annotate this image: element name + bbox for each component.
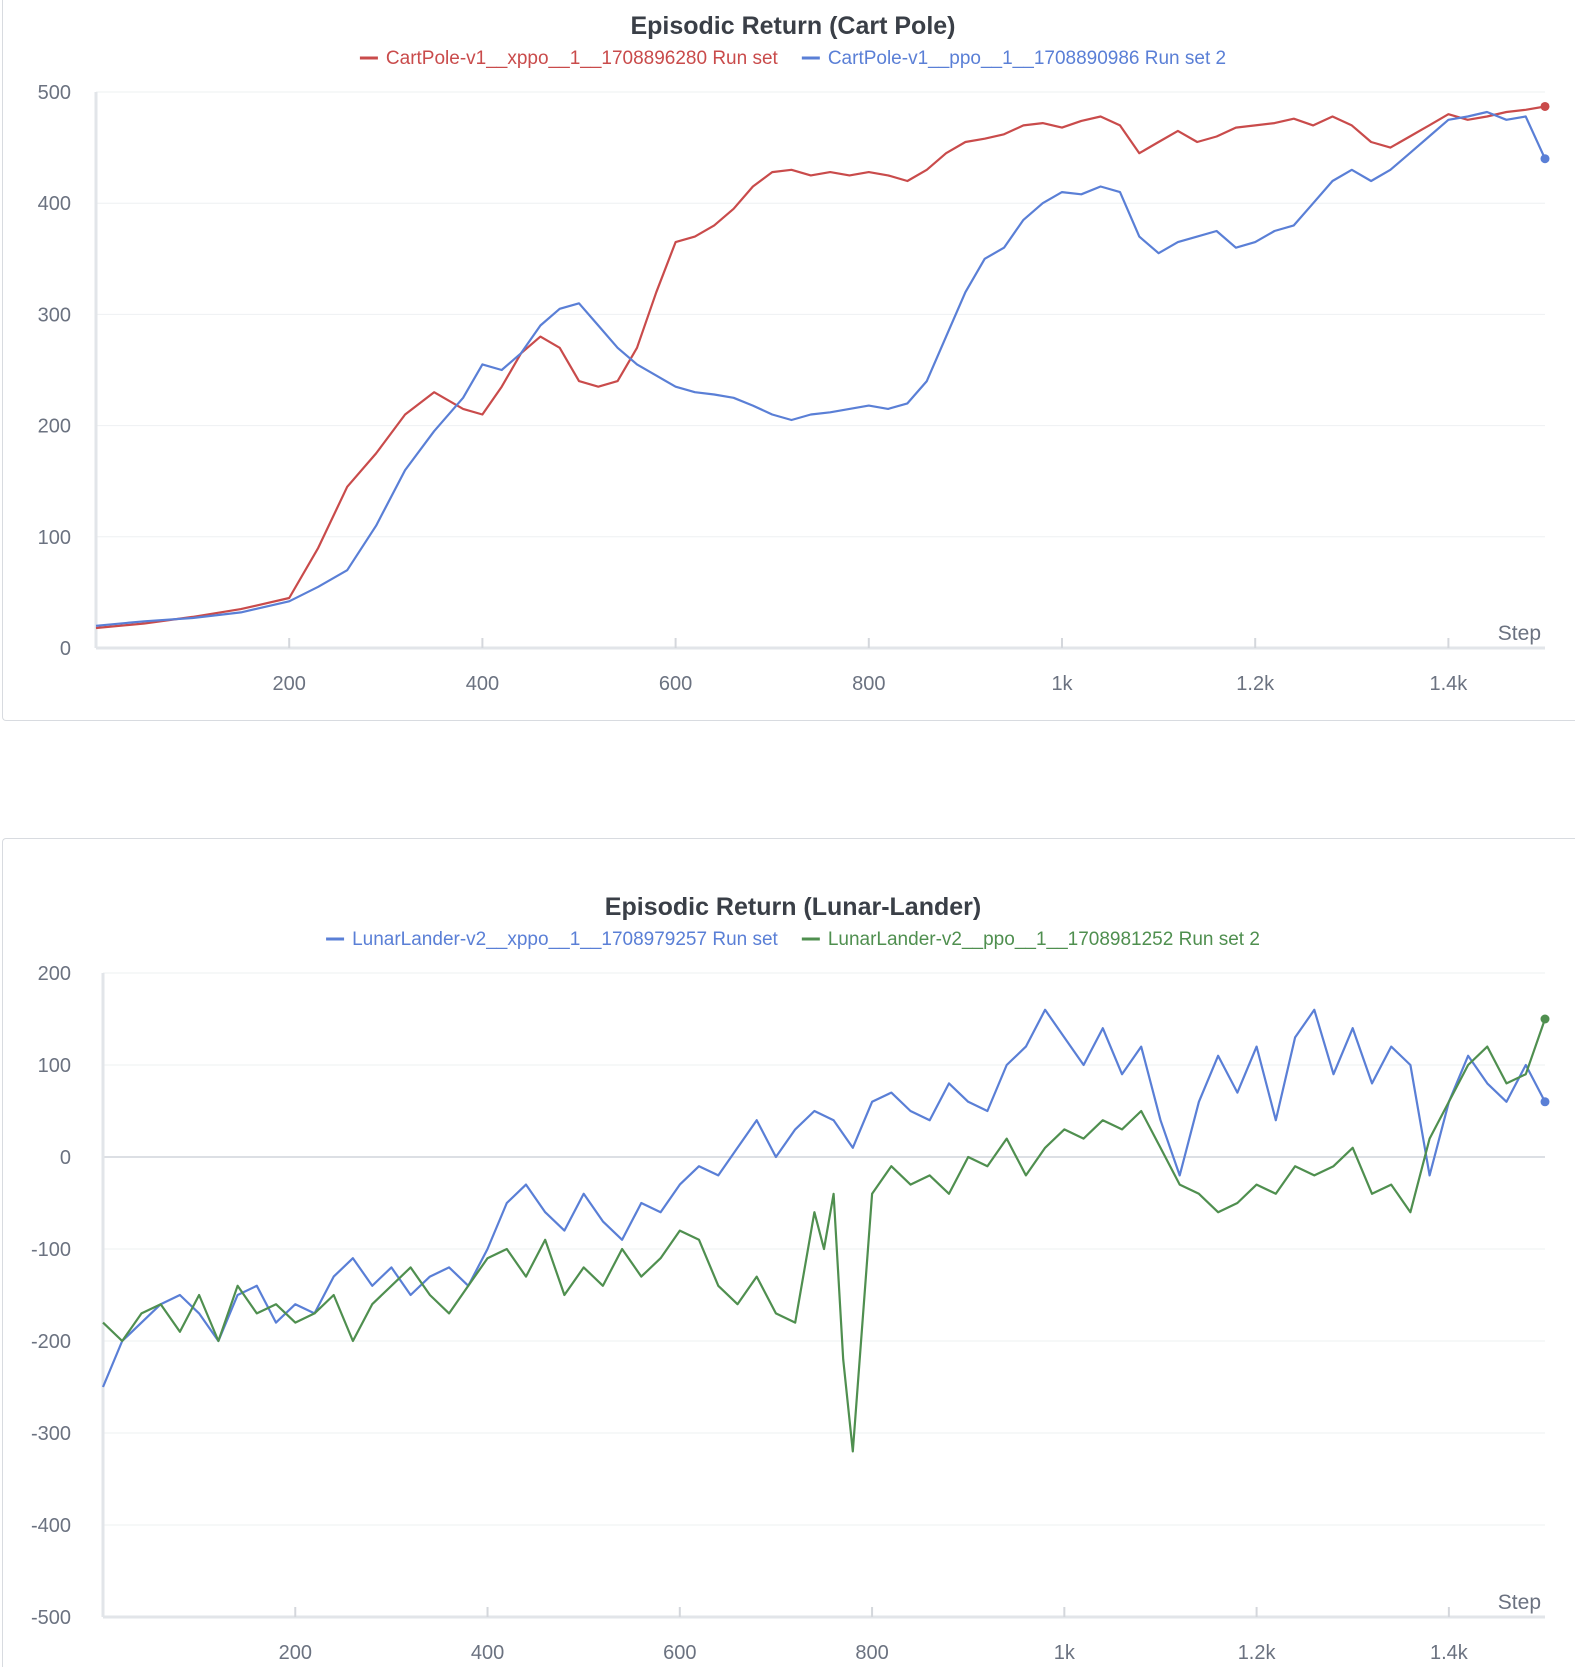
lunar-chart-title: Episodic Return (Lunar-Lander) [605,893,981,921]
legend-item[interactable]: LunarLander-v2__ppo__1__1708981252 Run s… [801,929,1260,950]
y-tick-label: -400 [31,1515,71,1537]
series-end-marker [1540,154,1550,164]
series-line[interactable] [95,105,1546,630]
series-line[interactable] [101,1008,1546,1388]
series-end-marker [1540,1097,1550,1107]
y-tick-label: 100 [38,1055,71,1077]
chart-panel-cartpole: Episodic Return (Cart Pole) CartPole-v1__… [2,0,1575,721]
y-tick-label: 300 [38,304,71,326]
cartpole-legend: CartPole-v1__xppo__1__1708896280 Run set… [359,48,1226,69]
y-tick-label: -300 [31,1423,71,1445]
y-tick-label: 200 [38,416,71,438]
y-tick-label: 0 [60,638,71,660]
series-line[interactable] [95,110,1547,627]
legend-label: CartPole-v1__xppo__1__1708896280 Run set [386,48,779,69]
x-tick-label: 1k [1054,1642,1076,1664]
y-tick-label: 100 [38,527,71,549]
lunarlander-chart-svg: Episodic Return (Lunar-Lander) LunarLande… [31,893,1550,1664]
y-tick-label: -500 [31,1607,71,1629]
legend-item[interactable]: CartPole-v1__xppo__1__1708896280 Run set [359,48,779,69]
y-tick-label: 0 [60,1147,71,1169]
lunar-legend: LunarLander-v2__xppo__1__1708979257 Run … [326,929,1260,950]
x-tick-label: 1k [1051,673,1073,695]
x-tick-label: 400 [466,673,499,695]
legend-label: LunarLander-v2__xppo__1__1708979257 Run … [352,929,778,950]
x-tick-label: 200 [273,673,306,695]
x-axis-label: Step [1498,622,1541,645]
legend-item[interactable]: LunarLander-v2__xppo__1__1708979257 Run … [326,929,779,950]
x-tick-label: 1.2k [1236,673,1275,695]
x-axis-label: Step [1498,1591,1541,1614]
legend-label: CartPole-v1__ppo__1__1708890986 Run set … [828,48,1226,69]
y-tick-label: 500 [38,82,71,104]
cartpole-chart-svg: Episodic Return (Cart Pole) CartPole-v1__… [38,12,1550,695]
cartpole-chart-title: Episodic Return (Cart Pole) [630,12,955,40]
y-tick-label: 200 [38,963,71,985]
y-tick-label: -100 [31,1239,71,1261]
x-tick-label: 800 [855,1642,888,1664]
y-tick-label: -200 [31,1331,71,1353]
x-tick-label: 400 [471,1642,504,1664]
x-tick-label: 200 [279,1642,312,1664]
x-tick-label: 600 [663,1642,696,1664]
x-tick-label: 600 [659,673,692,695]
series-end-marker [1540,101,1550,111]
y-tick-label: 400 [38,193,71,215]
x-tick-label: 800 [852,673,885,695]
series-end-marker [1540,1014,1550,1024]
legend-label: LunarLander-v2__ppo__1__1708981252 Run s… [828,929,1260,950]
legend-item[interactable]: CartPole-v1__ppo__1__1708890986 Run set … [801,48,1226,69]
x-tick-label: 1.2k [1238,1642,1277,1664]
x-tick-label: 1.4k [1430,1642,1469,1664]
x-tick-label: 1.4k [1429,673,1468,695]
chart-panel-lunarlander: Episodic Return (Lunar-Lander) LunarLande… [2,838,1575,1667]
series-line[interactable] [102,1018,1547,1453]
